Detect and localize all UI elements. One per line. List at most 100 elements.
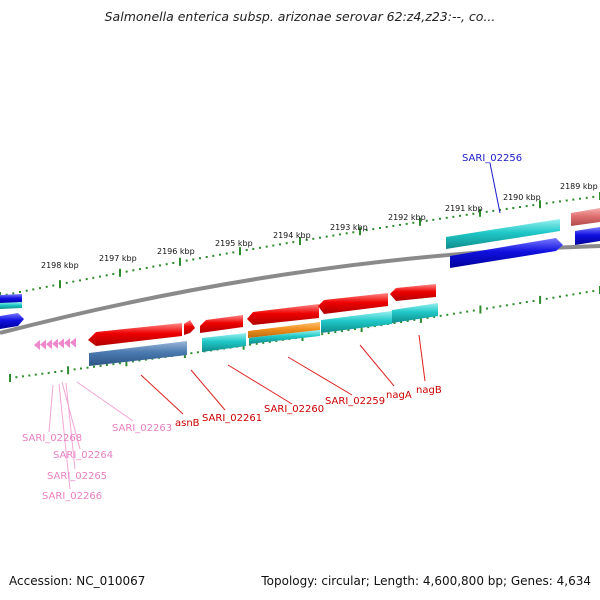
major-tick [419, 217, 421, 226]
minor-tick [279, 243, 281, 246]
minor-tick [139, 268, 141, 271]
minor-tick [15, 376, 18, 379]
minor-tick [272, 244, 275, 247]
gene-feature[interactable] [0, 302, 22, 309]
minor-tick [73, 368, 76, 371]
pink-gene-arrow[interactable] [52, 338, 58, 349]
minor-tick [565, 294, 568, 297]
minor-tick [545, 202, 548, 205]
minor-tick [28, 374, 31, 377]
minor-tick [34, 373, 37, 376]
gene-feature-sari-02259[interactable] [318, 293, 388, 314]
gene-feature[interactable] [321, 311, 392, 333]
minor-tick [249, 343, 252, 346]
gene-label-sari-02263[interactable]: SARI_02263 [112, 423, 172, 434]
minor-tick [472, 212, 475, 215]
gene-feature-sari-02260[interactable] [247, 304, 319, 325]
gene-feature-nagA[interactable] [390, 284, 436, 301]
minor-tick [459, 311, 462, 314]
gene-feature[interactable] [184, 320, 195, 335]
minor-tick [399, 223, 401, 226]
minor-tick [319, 236, 321, 239]
minor-tick [321, 333, 324, 336]
minor-tick [552, 201, 555, 204]
minor-tick [212, 254, 215, 257]
minor-tick [525, 205, 528, 208]
minor-tick [499, 305, 502, 308]
pink-gene-arrow[interactable] [40, 339, 46, 350]
minor-tick [393, 322, 396, 324]
gene-label-sari-02260[interactable]: SARI_02260 [264, 404, 324, 415]
gene-label-sari-02265[interactable]: SARI_02265 [47, 471, 107, 482]
minor-tick [19, 291, 21, 293]
gene-label-sari-02266[interactable]: SARI_02266 [42, 491, 102, 502]
minor-tick [259, 246, 261, 249]
gene-label-nagA[interactable]: nagA [386, 390, 412, 401]
minor-tick [579, 197, 581, 200]
pink-gene-arrow[interactable] [58, 338, 64, 349]
minor-tick [372, 228, 375, 231]
minor-tick [532, 300, 535, 302]
gene-feature[interactable] [446, 219, 560, 249]
kbp-label: 2194 kbp [273, 231, 311, 240]
gene-feature-nagB[interactable] [392, 303, 438, 323]
minor-tick [205, 256, 208, 258]
kbp-label: 2193 kbp [330, 223, 368, 232]
minor-tick [99, 275, 101, 278]
minor-tick [112, 273, 115, 275]
minor-tick [446, 313, 449, 316]
minor-tick [340, 330, 343, 333]
minor-tick [80, 367, 82, 370]
minor-tick [252, 247, 255, 250]
gene-label-sari-02256[interactable]: SARI_02256 [462, 153, 522, 164]
gene-label-sari-02259[interactable]: SARI_02259 [325, 396, 385, 407]
minor-tick [131, 360, 134, 363]
minor-tick [559, 200, 561, 203]
gene-feature[interactable] [0, 294, 22, 304]
gene-label-asnB[interactable]: asnB [175, 418, 200, 429]
pink-gene-arrow[interactable] [64, 338, 70, 348]
minor-tick [413, 318, 416, 321]
gene-feature[interactable] [248, 322, 320, 338]
minor-tick [262, 341, 265, 344]
gene-label-sari-02264[interactable]: SARI_02264 [53, 450, 113, 461]
pink-gene-arrow[interactable] [46, 339, 52, 350]
gene-feature-sari-02261[interactable] [200, 315, 243, 333]
minor-tick [579, 292, 581, 295]
pink-gene-arrow[interactable] [70, 337, 76, 348]
minor-tick [165, 263, 168, 266]
minor-tick [433, 315, 436, 318]
minor-tick [54, 371, 57, 373]
minor-tick [525, 301, 528, 303]
minor-tick [93, 365, 95, 368]
minor-tick [445, 216, 448, 219]
minor-tick [219, 253, 221, 256]
gene-feature[interactable] [450, 238, 563, 268]
minor-tick [285, 242, 288, 245]
minor-tick [86, 366, 89, 369]
minor-tick [439, 217, 441, 220]
gene-label-nagB[interactable]: nagB [416, 385, 442, 396]
gene-feature[interactable] [249, 330, 320, 344]
minor-tick [99, 364, 102, 367]
gene-feature[interactable] [571, 208, 600, 226]
minor-tick [245, 249, 248, 251]
minor-tick [159, 264, 161, 267]
pink-gene-arrow[interactable] [34, 340, 40, 350]
gene-label-sari-02261[interactable]: SARI_02261 [202, 413, 262, 424]
minor-tick [199, 257, 201, 260]
gene-feature-asnB[interactable] [88, 323, 182, 346]
gene-feature[interactable] [575, 227, 600, 245]
pink-gene-cluster[interactable] [34, 337, 76, 350]
gene-feature[interactable] [89, 341, 187, 366]
gene-label-sari-02268[interactable]: SARI_02268 [22, 433, 82, 444]
minor-tick [172, 262, 175, 264]
minor-tick [505, 304, 508, 307]
gene-feature[interactable] [202, 333, 246, 352]
minor-tick [425, 219, 428, 222]
minor-tick [379, 227, 381, 229]
gene-feature[interactable] [0, 313, 24, 329]
kbp-label: 2190 kbp [503, 193, 541, 202]
minor-tick [79, 279, 81, 282]
